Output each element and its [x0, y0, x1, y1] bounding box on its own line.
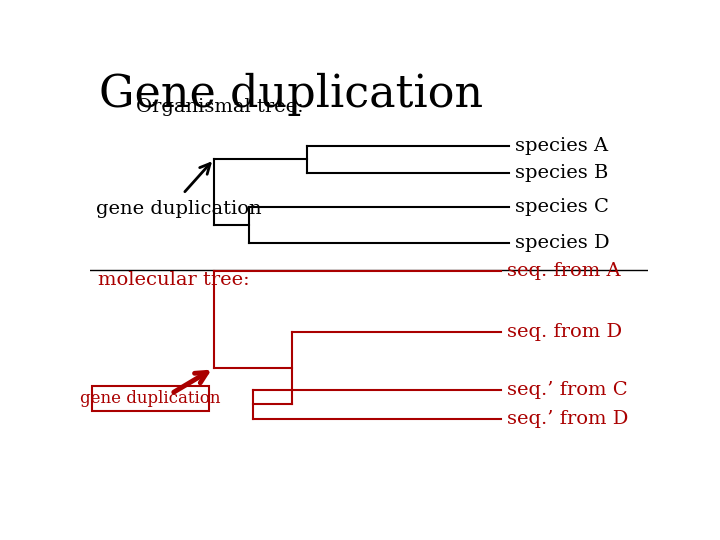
Text: seq.’ from C: seq.’ from C: [507, 381, 628, 399]
FancyBboxPatch shape: [92, 386, 209, 410]
Text: Organismal tree:: Organismal tree:: [137, 98, 304, 116]
Text: Gene duplication: Gene duplication: [99, 72, 483, 116]
Text: species C: species C: [515, 198, 608, 216]
Text: gene duplication: gene duplication: [96, 200, 262, 218]
Text: species B: species B: [515, 164, 608, 181]
Text: species D: species D: [515, 234, 609, 252]
Text: gene duplication: gene duplication: [80, 390, 221, 407]
Text: molecular tree:: molecular tree:: [98, 271, 249, 289]
Text: species A: species A: [515, 137, 608, 154]
Text: seq. from D: seq. from D: [507, 323, 622, 341]
Text: seq. from A: seq. from A: [507, 262, 621, 280]
Text: seq.’ from D: seq.’ from D: [507, 410, 629, 428]
